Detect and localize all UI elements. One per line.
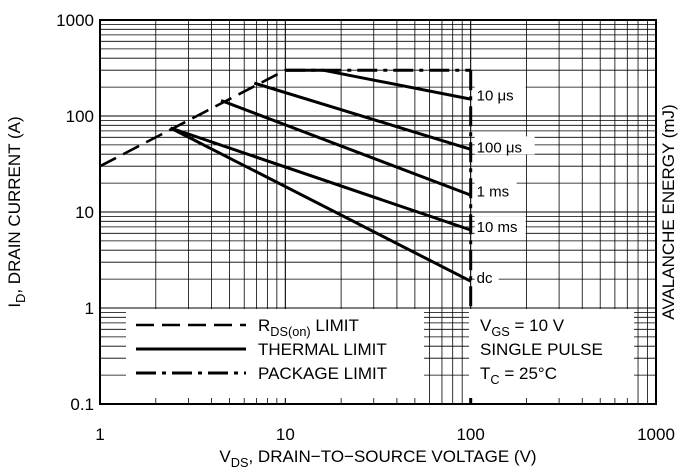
- y-tick-label: 100: [66, 107, 94, 126]
- x-tick-label: 1000: [637, 425, 675, 444]
- x-axis-label: VDS, DRAIN−TO−SOURCE VOLTAGE (V): [219, 447, 536, 470]
- series-line: [220, 99, 472, 197]
- curve-label-bg: [474, 84, 526, 103]
- curve-label-bg: [474, 216, 526, 235]
- x-tick-label: 10: [276, 425, 295, 444]
- x-tick-label: 100: [456, 425, 484, 444]
- series-line: [285, 68, 471, 101]
- curve-label-bg: [474, 267, 499, 286]
- y-tick-label: 1: [85, 299, 94, 318]
- legend-entry-label: RDS(on) LIMIT: [258, 316, 359, 339]
- conditions-box: [469, 309, 634, 398]
- curve-label: 100 μs: [477, 139, 522, 156]
- legend-entry-label: THERMAL LIMIT: [258, 340, 387, 359]
- plot-frame: [99, 19, 657, 405]
- curve-label: dc: [477, 270, 493, 287]
- legend-entry-label: PACKAGE LIMIT: [258, 364, 387, 383]
- curve-label: 10 ms: [477, 219, 518, 236]
- condition-line: TC = 25°C: [480, 364, 557, 387]
- curve-label: 1 ms: [477, 183, 510, 200]
- curve-labels: 10 μs 100 μs 1 ms 10 ms dc: [474, 84, 535, 287]
- y-tick-label: 10: [75, 203, 94, 222]
- condition-line: VGS = 10 V: [480, 316, 565, 339]
- curve-label: 10 μs: [477, 87, 514, 104]
- curve-label-bg: [474, 136, 535, 155]
- x-tick-label: 1: [95, 425, 104, 444]
- condition-line: SINGLE PULSE: [480, 340, 603, 359]
- y-axis-label: ID, DRAIN CURRENT (A): [5, 116, 28, 307]
- curve-label-bg: [474, 180, 517, 199]
- series-line: [170, 126, 472, 232]
- right-axis-label: AVALANCHE ENERGY (mJ): [659, 104, 678, 319]
- series-line: [99, 69, 286, 168]
- y-tick-label: 1000: [56, 11, 94, 30]
- series-line: [169, 126, 472, 283]
- y-tick-label: 0.1: [70, 395, 94, 414]
- series-line: [253, 81, 472, 151]
